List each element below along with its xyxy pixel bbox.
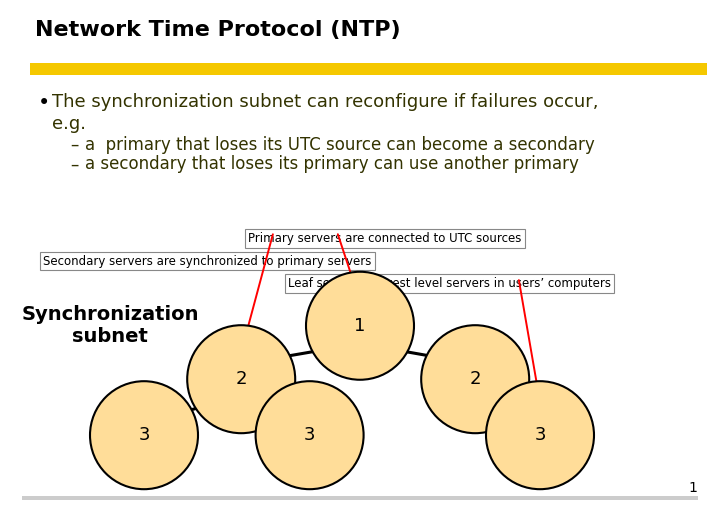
Text: a secondary that loses its primary can use another primary: a secondary that loses its primary can u… [85, 155, 579, 173]
Text: Secondary servers are synchronized to primary servers: Secondary servers are synchronized to pr… [43, 254, 372, 268]
Text: 2: 2 [469, 370, 481, 388]
Ellipse shape [90, 381, 198, 489]
Text: 2: 2 [235, 370, 247, 388]
Text: Leaf servers - lowest level servers in users’ computers: Leaf servers - lowest level servers in u… [288, 277, 611, 291]
Text: •: • [37, 93, 50, 112]
Text: 3: 3 [534, 426, 546, 444]
Text: 1: 1 [354, 317, 366, 335]
Text: Network Time Protocol (NTP): Network Time Protocol (NTP) [35, 20, 400, 40]
Ellipse shape [421, 325, 529, 433]
Text: Primary servers are connected to UTC sources: Primary servers are connected to UTC sou… [248, 232, 522, 245]
Ellipse shape [187, 325, 295, 433]
Text: a  primary that loses its UTC source can become a secondary: a primary that loses its UTC source can … [85, 136, 595, 154]
Ellipse shape [486, 381, 594, 489]
Text: The synchronization subnet can reconfigure if failures occur,: The synchronization subnet can reconfigu… [52, 93, 598, 110]
Text: –: – [71, 136, 79, 154]
Text: 3: 3 [138, 426, 150, 444]
Ellipse shape [256, 381, 364, 489]
Ellipse shape [306, 272, 414, 380]
Text: Synchronization
subnet: Synchronization subnet [22, 305, 199, 347]
Text: 3: 3 [304, 426, 315, 444]
Text: e.g.: e.g. [52, 115, 86, 132]
Text: 1: 1 [688, 480, 697, 495]
Bar [30, 63, 707, 75]
Text: –: – [71, 155, 79, 173]
Bar [22, 496, 698, 500]
